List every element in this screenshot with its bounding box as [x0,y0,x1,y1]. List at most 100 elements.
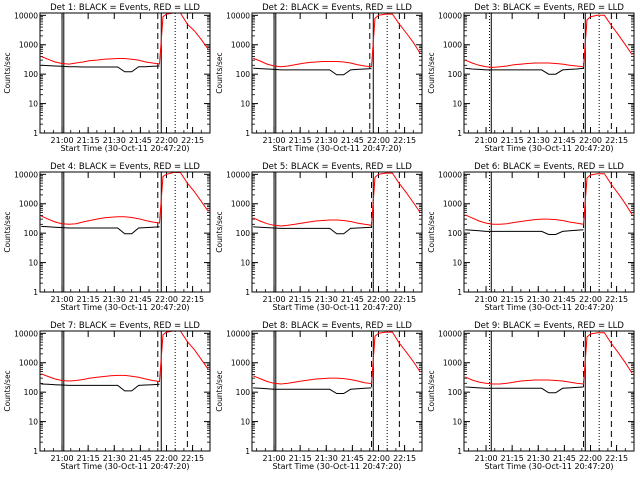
series-lld [253,331,421,385]
plot-frame [463,12,635,134]
y-axis-label: Counts/sec [3,370,12,411]
x-tick-label: 21:15 [77,295,100,304]
x-tick-label: 21:00 [475,295,498,304]
x-axis-label: Start Time (30-Oct-11 20:47:20) [272,462,401,471]
panel-det-1: Det 1: BLACK = Events, RED = LLD 1 10 100 10… [3,3,211,153]
y-tick-label: 1 [457,447,462,456]
series-lld [41,172,209,225]
plot-frame [251,330,423,452]
y-tick-label: 10000 [438,170,462,179]
y-tick-label: 1 [245,288,250,297]
panel-title: Det 9: BLACK = Events, RED = LLD [474,321,624,331]
plot-frame [463,171,635,293]
series-events [253,67,372,76]
y-tick-label: 1 [245,447,250,456]
panel-det-4: Det 4: BLACK = Events, RED = LLD 1 10 100 10… [3,162,211,312]
x-tick-label: 21:15 [501,454,524,463]
panel-title: Det 6: BLACK = Events, RED = LLD [474,162,624,172]
plot-frame [251,171,423,293]
x-tick-label: 21:30 [527,454,550,463]
panel-title: Det 4: BLACK = Events, RED = LLD [50,162,200,172]
y-tick-label: 10000 [226,11,250,20]
x-tick-label: 22:00 [579,295,602,304]
x-tick-label: 21:45 [341,295,364,304]
y-tick-label: 100 [448,388,463,397]
y-tick-label: 1000 [443,200,462,209]
y-tick-label: 1000 [231,359,250,368]
x-tick-label: 21:30 [103,295,126,304]
x-tick-label: 21:30 [527,295,550,304]
series-events [465,386,584,394]
y-axis-label: Counts/sec [215,52,224,93]
series-lld [464,332,633,385]
x-tick-label: 21:00 [475,136,498,145]
x-tick-label: 22:00 [367,454,390,463]
panel-det-8: Det 8: BLACK = Events, RED = LLD 1 10 100 10… [215,321,423,471]
x-tick-label: 21:45 [553,136,576,145]
y-tick-label: 10 [452,259,462,268]
y-axis-label: Counts/sec [215,211,224,252]
y-tick-label: 100 [236,229,251,238]
x-tick-label: 21:15 [289,136,312,145]
y-axis-label: Counts/sec [427,370,436,411]
x-tick-label: 22:15 [181,454,204,463]
x-tick-label: 22:00 [155,136,178,145]
x-tick-label: 22:15 [393,454,416,463]
x-axis-label: Start Time (30-Oct-11 20:47:20) [484,144,613,153]
x-tick-label: 21:00 [263,295,286,304]
series-events [41,225,160,235]
series-lld [465,14,633,68]
y-axis-label: Counts/sec [427,52,436,93]
panel-title: Det 2: BLACK = Events, RED = LLD [262,3,412,13]
y-tick-label: 10000 [226,170,250,179]
panel-det-6: Det 6: BLACK = Events, RED = LLD 1 10 100 10… [427,162,635,312]
y-tick-label: 100 [236,70,251,79]
plot-frame [463,330,635,452]
x-tick-label: 21:00 [263,454,286,463]
x-axis-label: Start Time (30-Oct-11 20:47:20) [60,303,189,312]
y-tick-label: 100 [24,229,39,238]
y-tick-label: 10000 [438,11,462,20]
series-events [253,387,372,394]
series-events [41,383,160,392]
y-tick-label: 100 [236,388,251,397]
y-tick-label: 10 [240,259,250,268]
panel-title: Det 1: BLACK = Events, RED = LLD [50,3,200,13]
y-tick-label: 10 [28,259,38,268]
x-tick-label: 22:00 [579,454,602,463]
x-tick-label: 21:45 [129,136,152,145]
x-tick-label: 21:15 [501,136,524,145]
x-tick-label: 22:00 [367,295,390,304]
series-lld [252,172,421,227]
y-tick-label: 1000 [19,359,38,368]
x-tick-label: 21:45 [553,295,576,304]
x-tick-label: 21:00 [51,136,74,145]
y-tick-label: 1 [33,129,38,138]
y-tick-label: 1 [33,288,38,297]
x-tick-label: 22:15 [181,295,204,304]
panel-det-9: Det 9: BLACK = Events, RED = LLD 1 10 100 10… [427,321,635,471]
x-tick-label: 21:30 [103,136,126,145]
y-axis-label: Counts/sec [427,211,436,252]
series-lld [41,331,209,383]
x-tick-label: 21:30 [315,136,338,145]
x-tick-label: 21:30 [103,454,126,463]
x-axis-label: Start Time (30-Oct-11 20:47:20) [60,144,189,153]
y-tick-label: 10 [28,418,38,427]
plot-frame [251,12,423,134]
y-tick-label: 10 [240,418,250,427]
x-tick-label: 21:00 [51,454,74,463]
panel-det-5: Det 5: BLACK = Events, RED = LLD 1 10 100 10… [215,162,423,312]
plot-frame [39,12,211,134]
y-axis-label: Counts/sec [3,52,12,93]
x-tick-label: 21:30 [315,454,338,463]
x-tick-label: 22:00 [367,136,390,145]
panel-title: Det 5: BLACK = Events, RED = LLD [262,162,412,172]
x-tick-label: 21:30 [527,136,550,145]
plot-frame [39,171,211,293]
x-tick-label: 21:45 [129,454,152,463]
y-tick-label: 10000 [14,329,38,338]
y-tick-label: 10 [240,100,250,109]
x-tick-label: 22:15 [605,295,628,304]
